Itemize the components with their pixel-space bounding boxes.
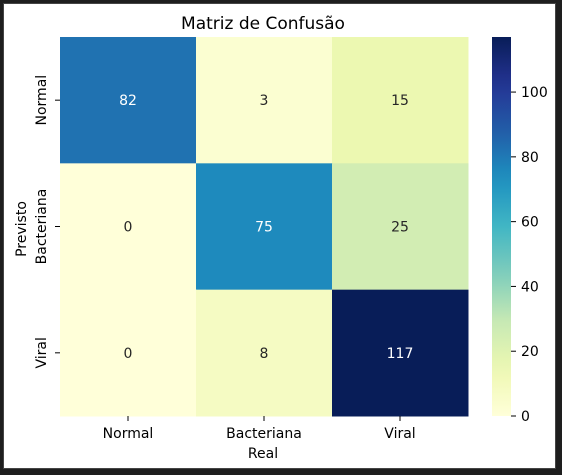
cell-1-2: [332, 163, 469, 291]
y-tick-label-2: Viral: [34, 337, 50, 368]
cell-value-2-1: 8: [260, 346, 269, 362]
colorbar-tick-label-0: 0: [521, 409, 530, 425]
colorbar-tick-label-2: 40: [521, 279, 539, 295]
chart-title: Matriz de Confusão: [181, 14, 345, 34]
y-tick-label-1: Bacteriana: [34, 189, 50, 265]
colorbar-tick-label-1: 20: [521, 344, 539, 360]
x-axis-label: Real: [248, 446, 278, 462]
cell-value-1-0: 0: [124, 219, 133, 235]
colorbar-tick-label-3: 60: [521, 215, 539, 231]
x-axis-ticks: Normal Bacteriana Viral: [103, 415, 416, 442]
colorbar-tick-label-4: 80: [521, 150, 539, 166]
cell-value-0-2: 15: [391, 93, 409, 109]
confusion-matrix-chart: Matriz de Confusão 82 3 15 0 75 25 0 8 117 Norma…: [14, 14, 548, 462]
x-tick-label-2: Viral: [384, 426, 415, 442]
colorbar-tick-label-5: 100: [521, 85, 548, 101]
colorbar: [492, 37, 511, 416]
cell-1-0: [60, 163, 197, 291]
x-tick-label-0: Normal: [103, 426, 154, 442]
y-axis-ticks: Normal Bacteriana Viral: [34, 75, 60, 369]
cell-value-1-2: 25: [391, 219, 409, 235]
y-axis-label: Previsto: [14, 201, 30, 257]
cell-annotations: 82 3 15 0 75 25 0 8 117: [119, 93, 413, 362]
colorbar-ticks: 0 20 40 60 80 100: [511, 85, 548, 425]
cell-value-2-2: 117: [387, 346, 414, 362]
heatmap-cells: [60, 37, 469, 417]
cell-value-2-0: 0: [124, 346, 133, 362]
cell-value-1-1: 75: [255, 219, 273, 235]
cell-value-0-1: 3: [260, 93, 269, 109]
cell-1-1: [196, 163, 333, 291]
cell-0-0: [60, 37, 197, 164]
cell-2-1: [196, 289, 333, 417]
figure-window: Matriz de Confusão 82 3 15 0 75 25 0 8 117 Norma…: [3, 3, 556, 469]
x-tick-label-1: Bacteriana: [226, 426, 302, 442]
y-tick-label-0: Normal: [34, 75, 50, 126]
cell-0-1: [196, 37, 333, 164]
cell-2-2: [332, 289, 469, 417]
cell-value-0-0: 82: [119, 93, 137, 109]
cell-0-2: [332, 37, 469, 164]
cell-2-0: [60, 289, 197, 417]
